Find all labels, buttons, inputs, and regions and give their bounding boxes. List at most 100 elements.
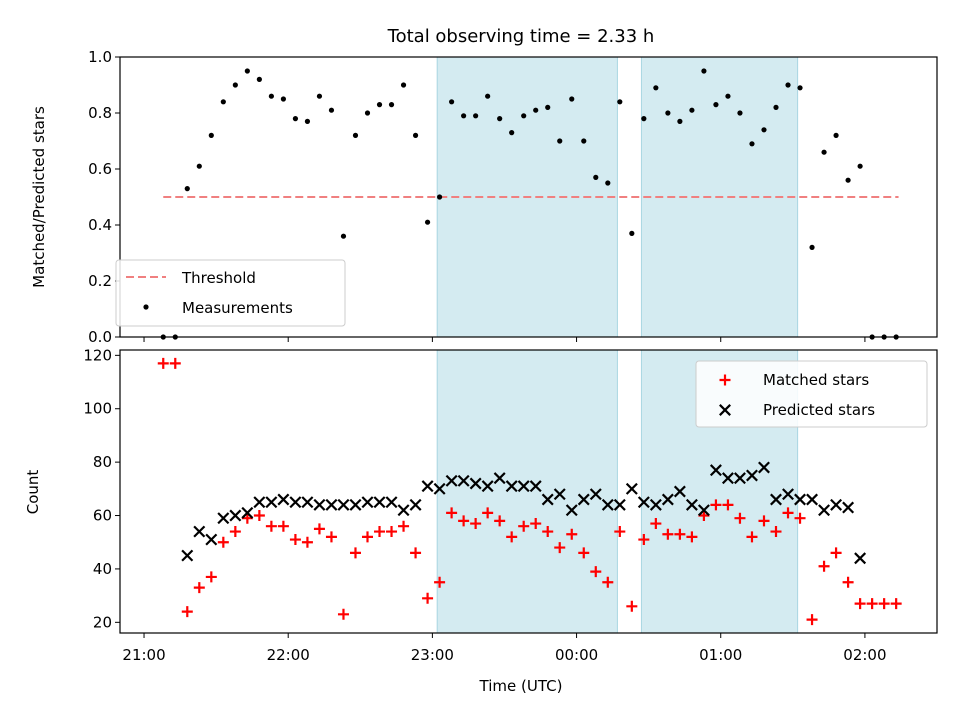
- measurement-point: [809, 244, 815, 250]
- measurement-point: [208, 132, 214, 138]
- y-tick-label: 40: [93, 560, 112, 578]
- matched-star-point: [422, 592, 434, 604]
- predicted-star-point: [241, 506, 254, 519]
- ratio-legend: Threshold Measurements: [115, 259, 346, 327]
- measurement-point: [449, 99, 455, 105]
- x-tick-label: 21:00: [122, 646, 165, 664]
- legend-measurements-swatch: [143, 304, 149, 310]
- matched-star-point: [301, 536, 313, 548]
- measurement-point: [376, 102, 383, 108]
- matched-star-point: [710, 499, 722, 511]
- matched-star-point: [698, 510, 710, 522]
- matched-star-point: [313, 523, 325, 535]
- count-legend: Matched stars Predicted stars: [695, 360, 928, 428]
- matched-star-point: [229, 526, 241, 538]
- predicted-star-point: [409, 498, 422, 511]
- predicted-star-point: [301, 496, 314, 509]
- measurement-point: [677, 118, 683, 124]
- matched-star-point: [722, 499, 734, 511]
- matched-star-point: [193, 582, 205, 594]
- predicted-star-point: [794, 493, 807, 506]
- y-tick-label: 20: [93, 613, 112, 631]
- matched-star-point: [434, 576, 446, 588]
- measurement-point: [461, 113, 467, 119]
- predicted-star-point: [830, 498, 843, 511]
- predicted-star-point: [782, 488, 794, 501]
- measurement-point: [641, 116, 647, 122]
- measurement-point: [509, 130, 515, 136]
- measurement-point: [304, 118, 311, 124]
- predicted-star-point: [685, 498, 698, 511]
- matched-star-point: [325, 531, 337, 543]
- matched-star-point: [289, 534, 301, 546]
- predicted-star-point: [277, 493, 290, 506]
- predicted-star-point: [421, 480, 434, 493]
- measurement-point: [737, 110, 743, 116]
- legend-label-threshold: Threshold: [181, 269, 256, 287]
- matched-star-point: [578, 547, 590, 559]
- ratio-axes-frame: [119, 56, 938, 338]
- measurement-point: [485, 93, 491, 99]
- matched-star-point: [674, 528, 686, 540]
- predicted-star-point: [517, 480, 530, 493]
- predicted-star-point: [481, 480, 494, 493]
- measurement-point: [280, 96, 286, 102]
- predicted-star-point: [217, 512, 230, 525]
- predicted-star-point: [758, 461, 770, 474]
- matched-star-point: [205, 571, 217, 583]
- measurement-point: [581, 138, 587, 144]
- matched-star-point: [626, 600, 638, 612]
- measurement-point: [292, 116, 299, 122]
- predicted-star-point: [613, 498, 626, 511]
- predicted-star-point: [745, 469, 758, 482]
- matched-star-point: [746, 531, 758, 543]
- matched-star-point: [277, 520, 289, 532]
- predicted-star-point: [253, 496, 266, 509]
- matched-star-point: [518, 520, 530, 532]
- predicted-star-point: [697, 504, 710, 517]
- matched-star-point: [410, 547, 422, 559]
- measurement-point: [773, 104, 779, 110]
- matched-star-point: [446, 507, 458, 519]
- predicted-star-point: [625, 482, 638, 495]
- predicted-star-point: [541, 493, 554, 506]
- matched-star-point: [566, 528, 578, 540]
- measurement-point: [268, 93, 274, 99]
- predicted-star-point: [709, 464, 722, 477]
- matched-star-point: [890, 598, 902, 610]
- measurement-point: [388, 102, 395, 108]
- measurement-point: [400, 82, 407, 88]
- y-tick-label: 0.8: [88, 104, 112, 122]
- y-tick-label: 0.4: [88, 216, 112, 234]
- predicted-star-point: [457, 474, 470, 487]
- x-tick-label: 02:00: [843, 646, 886, 664]
- measurement-point: [557, 138, 563, 144]
- predicted-star-point: [770, 493, 782, 506]
- matched-star-point: [854, 598, 866, 610]
- matched-star-point: [734, 512, 746, 524]
- predicted-star-point: [205, 533, 218, 546]
- matched-star-point: [265, 520, 277, 532]
- measurement-point: [424, 219, 431, 225]
- matched-star-point: [638, 534, 650, 546]
- predicted-star-point: [565, 504, 578, 517]
- measurement-point: [220, 99, 226, 105]
- predicted-star-point: [529, 480, 542, 493]
- y-tick-label: 100: [83, 400, 112, 418]
- matched-star-point: [806, 614, 818, 626]
- measurement-point: [605, 180, 611, 186]
- legend-label-measurements: Measurements: [182, 299, 293, 317]
- measurement-point: [328, 107, 335, 113]
- matched-star-point: [758, 515, 770, 527]
- predicted-star-point: [385, 496, 398, 509]
- matched-star-point: [686, 531, 698, 543]
- matched-star-point: [530, 518, 542, 530]
- count-y-axis-label: Count: [24, 470, 42, 515]
- measurement-point: [653, 85, 659, 91]
- matched-star-point: [362, 531, 374, 543]
- chart-title: Total observing time = 2.33 h: [387, 26, 655, 47]
- predicted-star-point: [842, 501, 855, 514]
- matched-star-point: [157, 357, 169, 369]
- matched-star-point: [241, 512, 253, 524]
